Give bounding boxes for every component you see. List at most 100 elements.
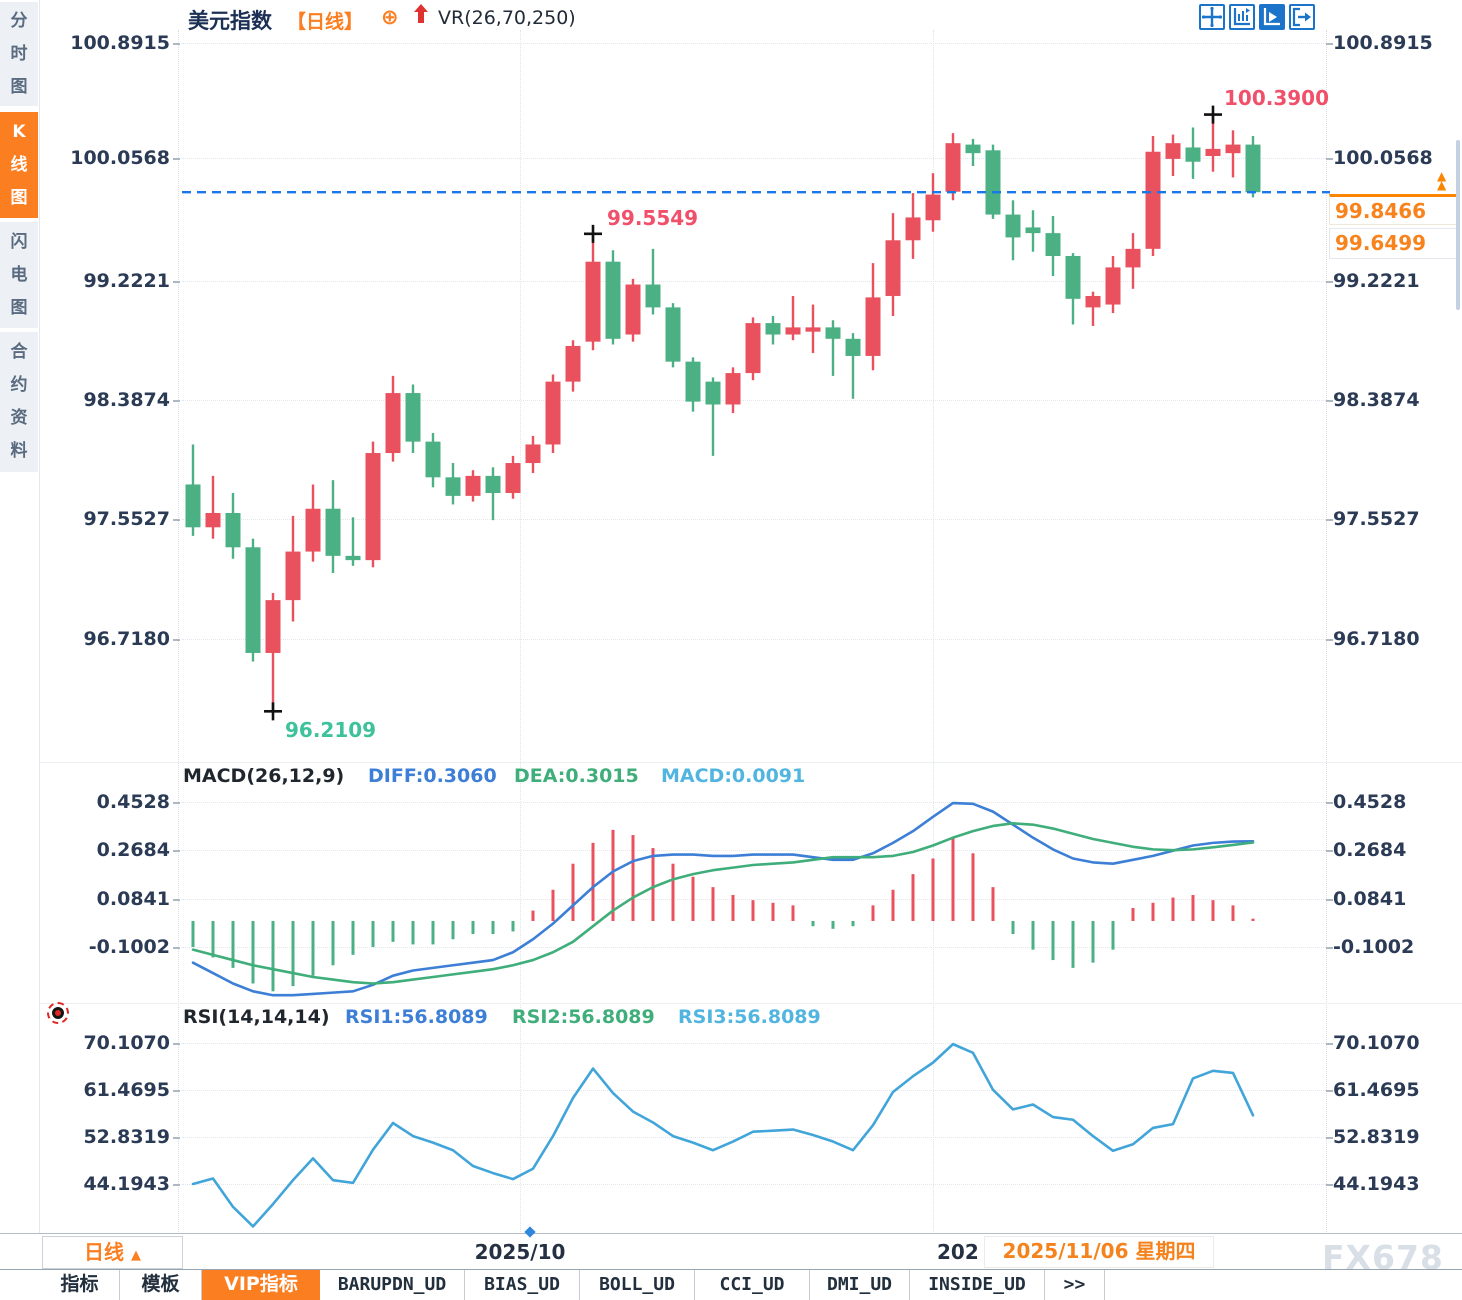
- tab-INSIDE_UD[interactable]: INSIDE_UD: [910, 1270, 1045, 1300]
- sidebar-item-label: K线图: [10, 121, 28, 208]
- axis-tick: [1326, 639, 1333, 641]
- candle-body: [1105, 267, 1121, 305]
- right-scrollbar[interactable]: [1456, 140, 1460, 310]
- candle-body: [205, 513, 221, 528]
- candle-body: [1025, 227, 1041, 234]
- axis-range-button[interactable]: [1229, 4, 1255, 30]
- axis-label-right: 97.5527: [1333, 508, 1420, 530]
- plot-left-edge: [178, 30, 179, 1232]
- pane-separator-rsi: [40, 1003, 1462, 1004]
- macd-hist-bar: [631, 835, 635, 921]
- macd-hist-bar: [551, 889, 555, 921]
- tab-BOLL_UD[interactable]: BOLL_UD: [580, 1270, 695, 1300]
- sidebar-item-1[interactable]: K线图: [0, 112, 38, 218]
- candle-body: [965, 144, 981, 154]
- detach-window-icon: [1292, 7, 1311, 27]
- gridline-horizontal: [182, 43, 1326, 44]
- candle-body: [425, 441, 441, 478]
- rsi2-value: RSI2:56.8089: [512, 1006, 655, 1028]
- gridline-vertical: [520, 30, 521, 1232]
- macd-hist-bar: [1091, 921, 1095, 963]
- macd-hist-bar: [1191, 894, 1195, 921]
- detach-window-button[interactable]: [1289, 4, 1315, 30]
- macd-dea-line: [191, 822, 1255, 985]
- sidebar-item-3[interactable]: 合约资料: [0, 332, 38, 472]
- low-price-marker: 96.2109: [285, 718, 377, 742]
- rsi-title: RSI(14,14,14): [183, 1006, 330, 1028]
- macd-hist-bar: [931, 858, 935, 921]
- macd-hist-bar: [311, 921, 315, 976]
- axis-label-right: 99.2221: [1333, 270, 1420, 292]
- candle-body: [745, 323, 761, 374]
- gridline-horizontal: [182, 1090, 1326, 1091]
- period-up-arrow-icon: ▲: [130, 1248, 141, 1263]
- tab-模板[interactable]: 模板: [120, 1270, 202, 1300]
- gridline-horizontal: [182, 947, 1326, 948]
- gridline-horizontal: [182, 281, 1326, 282]
- gridline-horizontal: [182, 1184, 1326, 1185]
- date-label-oct: 2025/10: [474, 1240, 566, 1264]
- candle-body: [405, 393, 421, 442]
- tab-BIAS_UD[interactable]: BIAS_UD: [465, 1270, 580, 1300]
- candle-body: [785, 327, 801, 335]
- macd-hist-bar: [731, 894, 735, 921]
- pane-separator-macd: [40, 762, 1462, 763]
- axis-label-right: 61.4695: [1333, 1079, 1420, 1101]
- axis-label-right: 100.8915: [1333, 32, 1433, 54]
- symbol-title: 美元指数: [188, 9, 272, 33]
- macd-hist-bar: [611, 829, 615, 921]
- candle-body: [185, 484, 201, 528]
- candle-body: [665, 307, 681, 362]
- tab-指标[interactable]: 指标: [40, 1270, 120, 1300]
- macd-hist-bar: [351, 921, 355, 955]
- candle-body: [705, 381, 721, 405]
- tab-BARUPDN_UD[interactable]: BARUPDN_UD: [320, 1270, 465, 1300]
- macd-hist-bar: [811, 921, 815, 927]
- crosshair-pan-button[interactable]: [1199, 4, 1225, 30]
- vr-indicator-label: VR(26,70,250): [438, 7, 576, 29]
- axis-tick: [1326, 519, 1333, 521]
- tab-VIP指标[interactable]: VIP指标: [202, 1270, 320, 1300]
- candle-body: [685, 361, 701, 402]
- axis-tick: [1326, 899, 1333, 901]
- axis-play-icon: [1263, 8, 1280, 26]
- axis-tick: [173, 519, 180, 521]
- macd-hist-bar: [851, 921, 855, 927]
- axis-tick: [173, 802, 180, 804]
- macd-hist-bar: [471, 921, 475, 935]
- axis-label-right: 0.0841: [1333, 888, 1407, 910]
- macd-hist-bar: [751, 900, 755, 921]
- axis-tick: [1326, 947, 1333, 949]
- axis-tick: [173, 281, 180, 283]
- sidebar-item-2[interactable]: 闪电图: [0, 222, 38, 328]
- candle-body: [725, 373, 741, 405]
- tab-CCI_UD[interactable]: CCI_UD: [695, 1270, 810, 1300]
- highlighted-date: 2025/11/06 星期四: [984, 1236, 1214, 1268]
- alert-sun-icon[interactable]: [47, 1002, 69, 1024]
- candle-body: [1045, 233, 1061, 256]
- sidebar-item-0[interactable]: 分时图: [0, 2, 38, 106]
- axis-tick: [1326, 43, 1333, 45]
- sidebar-item-label: 合约资料: [10, 342, 28, 461]
- axis-tick: [1326, 1184, 1333, 1186]
- rsi3-value: RSI3:56.8089: [678, 1006, 821, 1028]
- axis-tick: [173, 850, 180, 852]
- period-selector[interactable]: 日线 ▲: [42, 1236, 183, 1269]
- gridline-horizontal: [182, 639, 1326, 640]
- axis-tick: [173, 947, 180, 949]
- tab-DMI_UD[interactable]: DMI_UD: [810, 1270, 910, 1300]
- macd-hist-bar: [271, 921, 275, 992]
- bottom-tab-bar: 指标 模板 VIP指标 BARUPDN_UD BIAS_UD BOLL_UD CCI_UD D…: [0, 1269, 1462, 1300]
- axis-tick: [1326, 281, 1333, 283]
- last-price-tag: 99.8466: [1329, 194, 1460, 225]
- candle-body: [905, 217, 921, 241]
- tab->>[interactable]: >>: [1045, 1270, 1105, 1300]
- axis-label-left: 44.1943: [83, 1173, 170, 1195]
- macd-hist-bar: [1131, 907, 1135, 921]
- axis-range-icon: [1233, 8, 1250, 26]
- axis-play-button[interactable]: [1259, 4, 1285, 30]
- axis-tick: [173, 1090, 180, 1092]
- macd-hist-bar: [1111, 921, 1115, 950]
- add-indicator-icon[interactable]: ⊕: [381, 5, 399, 29]
